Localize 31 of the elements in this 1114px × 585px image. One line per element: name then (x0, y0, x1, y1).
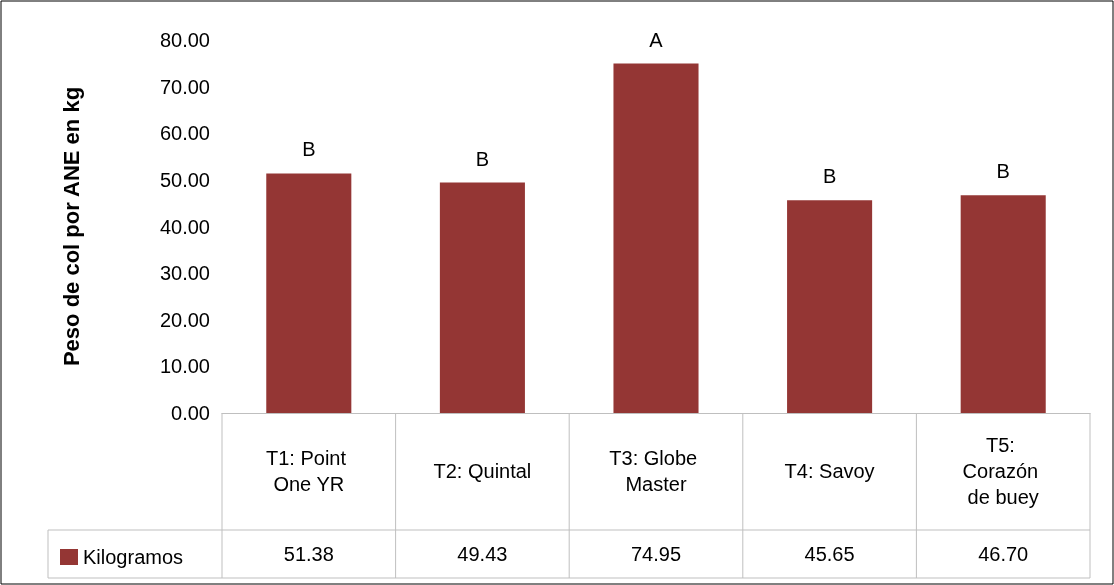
y-axis-title: Peso de col por ANE en kg (58, 86, 84, 367)
annotation: A (649, 28, 664, 51)
y-tick-label: 0.00 (171, 402, 210, 424)
y-tick-label: 80.00 (159, 29, 210, 51)
bar (787, 200, 873, 413)
bar (266, 173, 352, 413)
y-tick-label: 10.00 (159, 355, 210, 378)
y-tick-label: 70.00 (159, 75, 210, 98)
y-tick-label: 40.00 (159, 215, 210, 238)
annotation: B (302, 138, 316, 161)
data-label: 51.38 (283, 543, 334, 565)
data-label: 45.65 (804, 543, 855, 565)
data-label: 46.70 (978, 543, 1029, 565)
y-tick-label: 60.00 (159, 122, 210, 145)
x-tick-label: T5: Corazón de buey (962, 434, 1044, 508)
annotation: B (996, 160, 1010, 183)
data-label: 49.43 (457, 543, 508, 565)
annotation: B (475, 147, 490, 170)
bar (960, 195, 1046, 413)
x-tick-label: T3: Globe Master (609, 447, 703, 495)
bar (613, 63, 699, 413)
x-tick-label: T1: Point One YR (266, 447, 352, 495)
y-tick-label: 20.00 (159, 308, 210, 331)
legend-label: Kilogramos (83, 546, 184, 568)
x-tick-label: T2: Quintal (433, 460, 532, 482)
annotation: B (822, 165, 837, 188)
y-tick-label: 50.00 (159, 168, 210, 191)
data-label: 74.95 (630, 543, 682, 565)
bar (439, 182, 525, 413)
x-tick-label: T4: Savoy (784, 460, 875, 482)
y-tick-label: 30.00 (159, 262, 210, 285)
